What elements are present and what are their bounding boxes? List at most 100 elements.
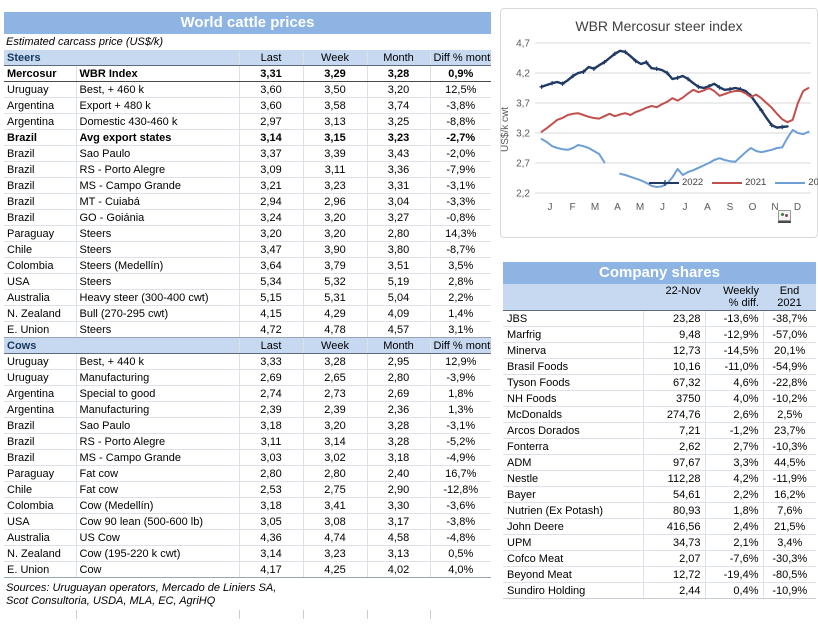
description-cell: GO - Goiánia — [75, 209, 240, 226]
country-cell: Brazil — [4, 417, 76, 434]
price-cell: 23,28 — [642, 310, 705, 327]
x-tick-label: N — [771, 202, 778, 213]
description-cell: Cow — [75, 561, 240, 578]
company-row: Nutrien (Ex Potash) 80,93 1,8% 7,6% — [503, 502, 816, 519]
weekly-diff-cell: 4,0% — [704, 390, 763, 407]
end-2021-cell: -10,9% — [762, 582, 816, 599]
table-row: Brazil Sao Paulo 3,18 3,20 3,28 -3,1% — [4, 417, 492, 434]
month-cell: 4,57 — [366, 321, 431, 338]
weekly-diff-cell: 3,3% — [704, 454, 763, 471]
table-row: Brazil RS - Porto Alegre 3,11 3,14 3,28 -5,2% — [4, 433, 492, 450]
week-cell: 3,02 — [302, 449, 368, 466]
week-cell: 5,32 — [302, 273, 368, 290]
company-row: Brasil Foods 10,16 -11,0% -54,9% — [503, 358, 816, 375]
x-tick-label: D — [794, 202, 801, 213]
diff-cell: 14,3% — [429, 225, 492, 242]
table-row: N. Zealand Bull (270-295 cwt) 4,15 4,29 4,09… — [4, 305, 492, 322]
description-cell: MT - Cuiabá — [75, 193, 240, 210]
end-2021-cell: 44,5% — [762, 454, 816, 471]
last-cell: 4,72 — [238, 321, 304, 338]
cattle-price-table: Steers Last Week Month Diff % month Mercosur W… — [4, 50, 492, 578]
end-2021-cell: -10,2% — [762, 390, 816, 407]
table-row: Uruguay Best, + 440 k 3,33 3,28 2,95 12,9% — [4, 353, 492, 370]
table-row: Argentina Export + 480 k 3,60 3,58 3,74 -3,8% — [4, 97, 492, 114]
week-cell: 4,25 — [302, 561, 368, 578]
legend-entry-2020: 2020 — [775, 177, 818, 188]
company-name-cell: Cofco Meat — [503, 550, 643, 567]
table-row: Chile Fat cow 2,53 2,75 2,90 -12,8% — [4, 481, 492, 498]
description-cell: Sao Paulo — [75, 145, 240, 162]
description-cell: Domestic 430-460 k — [75, 113, 240, 130]
legend-label: 2020 — [808, 177, 818, 188]
x-tick-label: A — [704, 202, 711, 213]
week-cell: 3,20 — [302, 417, 368, 434]
column-header: Diff % month — [429, 50, 492, 66]
company-shares-panel: Company shares 22-Nov Weekly% diff. End … — [503, 262, 816, 599]
week-cell: 3,08 — [302, 513, 368, 530]
month-cell: 3,23 — [366, 129, 431, 146]
diff-cell: -5,2% — [429, 433, 492, 450]
month-cell: 3,20 — [366, 81, 431, 98]
country-cell: Brazil — [4, 145, 76, 162]
weekly-diff-cell: 0,4% — [704, 582, 763, 599]
last-cell: 3,03 — [238, 449, 304, 466]
last-cell: 3,14 — [238, 545, 304, 562]
company-row: UPM 34,73 2,1% 3,4% — [503, 534, 816, 551]
month-cell: 3,51 — [366, 257, 431, 274]
company-row: John Deere 416,56 2,4% 21,5% — [503, 518, 816, 535]
price-cell: 2,44 — [642, 582, 705, 599]
country-cell: Brazil — [4, 209, 76, 226]
y-tick-label: 2,7 — [516, 159, 530, 170]
price-cell: 112,28 — [642, 470, 705, 487]
table-row: Colombia Steers (Medellín) 3,64 3,79 3,51 3,5… — [4, 257, 492, 274]
series-line-2021 — [540, 87, 810, 133]
end-2021-cell: -80,5% — [762, 566, 816, 583]
y-tick-label: 4,2 — [516, 69, 530, 80]
last-cell: 5,15 — [238, 289, 304, 306]
price-cell: 9,48 — [642, 326, 705, 343]
price-cell: 416,56 — [642, 518, 705, 535]
table-row: Brazil Sao Paulo 3,37 3,39 3,43 -2,0% — [4, 145, 492, 162]
description-cell: Bull (270-295 cwt) — [75, 305, 240, 322]
table-row: N. Zealand Cow (195-220 k cwt) 3,14 3,23 3,1… — [4, 545, 492, 562]
week-cell: 3,20 — [302, 225, 368, 242]
y-tick-label: 4,7 — [516, 39, 530, 50]
table-row: Brazil MT - Cuiabá 2,94 2,96 3,04 -3,3% — [4, 193, 492, 210]
company-row: NH Foods 3750 4,0% -10,2% — [503, 390, 816, 407]
description-cell: Export + 480 k — [75, 97, 240, 114]
x-tick-label: M — [636, 202, 644, 213]
end-2021-cell: -11,9% — [762, 470, 816, 487]
price-cell: 12,72 — [642, 566, 705, 583]
month-cell: 2,80 — [366, 369, 431, 386]
month-cell: 3,04 — [366, 193, 431, 210]
company-name-cell: Brasil Foods — [503, 358, 643, 375]
sources-line-2: Scot Consultoria, USDA, MLA, EC, AgriHQ — [6, 595, 216, 607]
country-cell: Brazil — [4, 449, 76, 466]
diff-cell: -4,8% — [429, 529, 492, 546]
company-row: Arcos Dorados 7,21 -1,2% 23,7% — [503, 422, 816, 439]
last-cell: 2,53 — [238, 481, 304, 498]
month-cell: 5,19 — [366, 273, 431, 290]
week-cell: 2,80 — [302, 465, 368, 482]
week-cell: 3,14 — [302, 433, 368, 450]
weekly-diff-cell: 2,7% — [704, 438, 763, 455]
price-cell: 274,76 — [642, 406, 705, 423]
table-row: Colombia Cow (Medellín) 3,18 3,41 3,30 -3,6% — [4, 497, 492, 514]
week-cell: 3,50 — [302, 81, 368, 98]
week-cell: 3,58 — [302, 97, 368, 114]
chart-plot-area: 4,7 4,2 3,7 3,2 2,7 2,2 J F M A M J J A S O N D — [516, 39, 811, 213]
end-2021-cell: 7,6% — [762, 502, 816, 519]
diff-cell: 3,1% — [429, 321, 492, 338]
country-cell: Brazil — [4, 177, 76, 194]
section-name: Steers — [4, 50, 240, 66]
month-cell: 4,02 — [366, 561, 431, 578]
last-cell: 3,14 — [238, 129, 304, 146]
table-row: Brazil MS - Campo Grande 3,03 3,02 3,18 -4,9% — [4, 449, 492, 466]
series-line-2020 — [619, 129, 810, 188]
company-row: McDonalds 274,76 2,6% 2,5% — [503, 406, 816, 423]
section-header-row: Steers Last Week Month Diff % month — [4, 50, 492, 66]
description-cell: Cow (Medellín) — [75, 497, 240, 514]
date-column-header: 22-Nov — [643, 284, 705, 311]
last-cell: 3,05 — [238, 513, 304, 530]
company-row: Nestle 112,28 4,2% -11,9% — [503, 470, 816, 487]
